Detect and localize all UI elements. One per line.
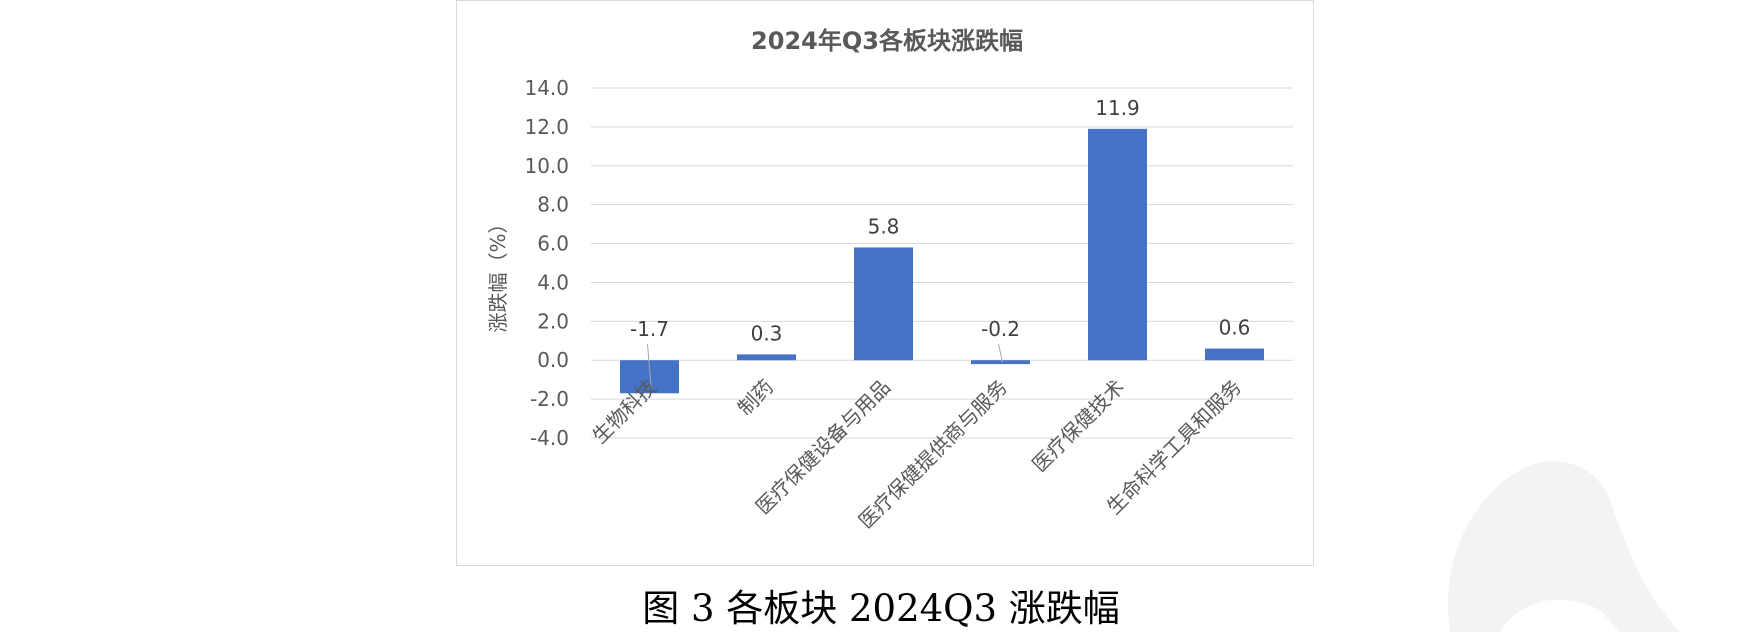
y-axis-ticks: 14.0 12.0 10.0 8.0 6.0 4.0 2.0 0.0 -2.0 -4.0 (524, 76, 569, 450)
y-tick-label: -2.0 (530, 387, 569, 411)
data-label: 0.3 (751, 321, 783, 345)
y-axis-label: 涨跌幅（%） (486, 213, 510, 332)
y-tick-label: 10.0 (524, 154, 569, 178)
y-tick-label: 14.0 (524, 76, 569, 100)
gridlines (591, 87, 1293, 439)
data-label: -0.2 (981, 317, 1020, 341)
data-label: 0.6 (1219, 316, 1251, 340)
data-label: 11.9 (1095, 96, 1140, 120)
figure-caption: 图 3 各板块 2024Q3 涨跌幅 (642, 587, 1120, 630)
data-label: 5.8 (868, 214, 900, 238)
x-category-label: 医疗保健技术 (1027, 375, 1129, 477)
x-category-label: 制药 (733, 375, 778, 420)
chart-frame: 2024年Q3各板块涨跌幅 14.0 12.0 10.0 8.0 6.0 4.0 2.0 0.… (456, 0, 1314, 566)
bar (854, 247, 913, 361)
bar (971, 360, 1030, 365)
bar (1088, 128, 1147, 361)
bar-chart: 2024年Q3各板块涨跌幅 14.0 12.0 10.0 8.0 6.0 4.0 2.0 0.… (486, 27, 1293, 533)
y-tick-label: -4.0 (530, 426, 569, 450)
data-label-leader (998, 344, 1003, 363)
y-tick-label: 2.0 (537, 309, 569, 333)
chart-title: 2024年Q3各板块涨跌幅 (751, 27, 1023, 55)
bar (1205, 348, 1264, 361)
data-labels: -1.7 0.3 5.8 -0.2 11.9 0.6 (630, 96, 1251, 392)
y-tick-label: 8.0 (537, 193, 569, 217)
bar (737, 354, 796, 361)
data-label-leader (647, 344, 652, 392)
bars (620, 128, 1264, 394)
y-tick-label: 0.0 (537, 348, 569, 372)
y-tick-label: 4.0 (537, 270, 569, 294)
y-tick-label: 12.0 (524, 115, 569, 139)
y-tick-label: 6.0 (537, 232, 569, 256)
data-label: -1.7 (630, 317, 669, 341)
